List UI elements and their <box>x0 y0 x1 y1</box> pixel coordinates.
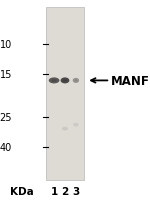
Bar <box>46 8 84 180</box>
Text: 2: 2 <box>61 186 69 196</box>
Text: 15: 15 <box>0 70 12 80</box>
Ellipse shape <box>73 123 79 127</box>
Ellipse shape <box>74 80 78 82</box>
Ellipse shape <box>61 78 69 84</box>
Text: 25: 25 <box>0 112 12 122</box>
Text: KDa: KDa <box>10 186 34 196</box>
Ellipse shape <box>63 80 67 82</box>
Text: 40: 40 <box>0 142 12 152</box>
Text: 10: 10 <box>0 40 12 50</box>
Ellipse shape <box>49 78 59 84</box>
Text: 1: 1 <box>50 186 58 196</box>
Text: 3: 3 <box>72 186 80 196</box>
Ellipse shape <box>51 80 57 82</box>
Ellipse shape <box>73 78 79 84</box>
Text: MANF: MANF <box>111 75 150 87</box>
Ellipse shape <box>62 127 68 131</box>
